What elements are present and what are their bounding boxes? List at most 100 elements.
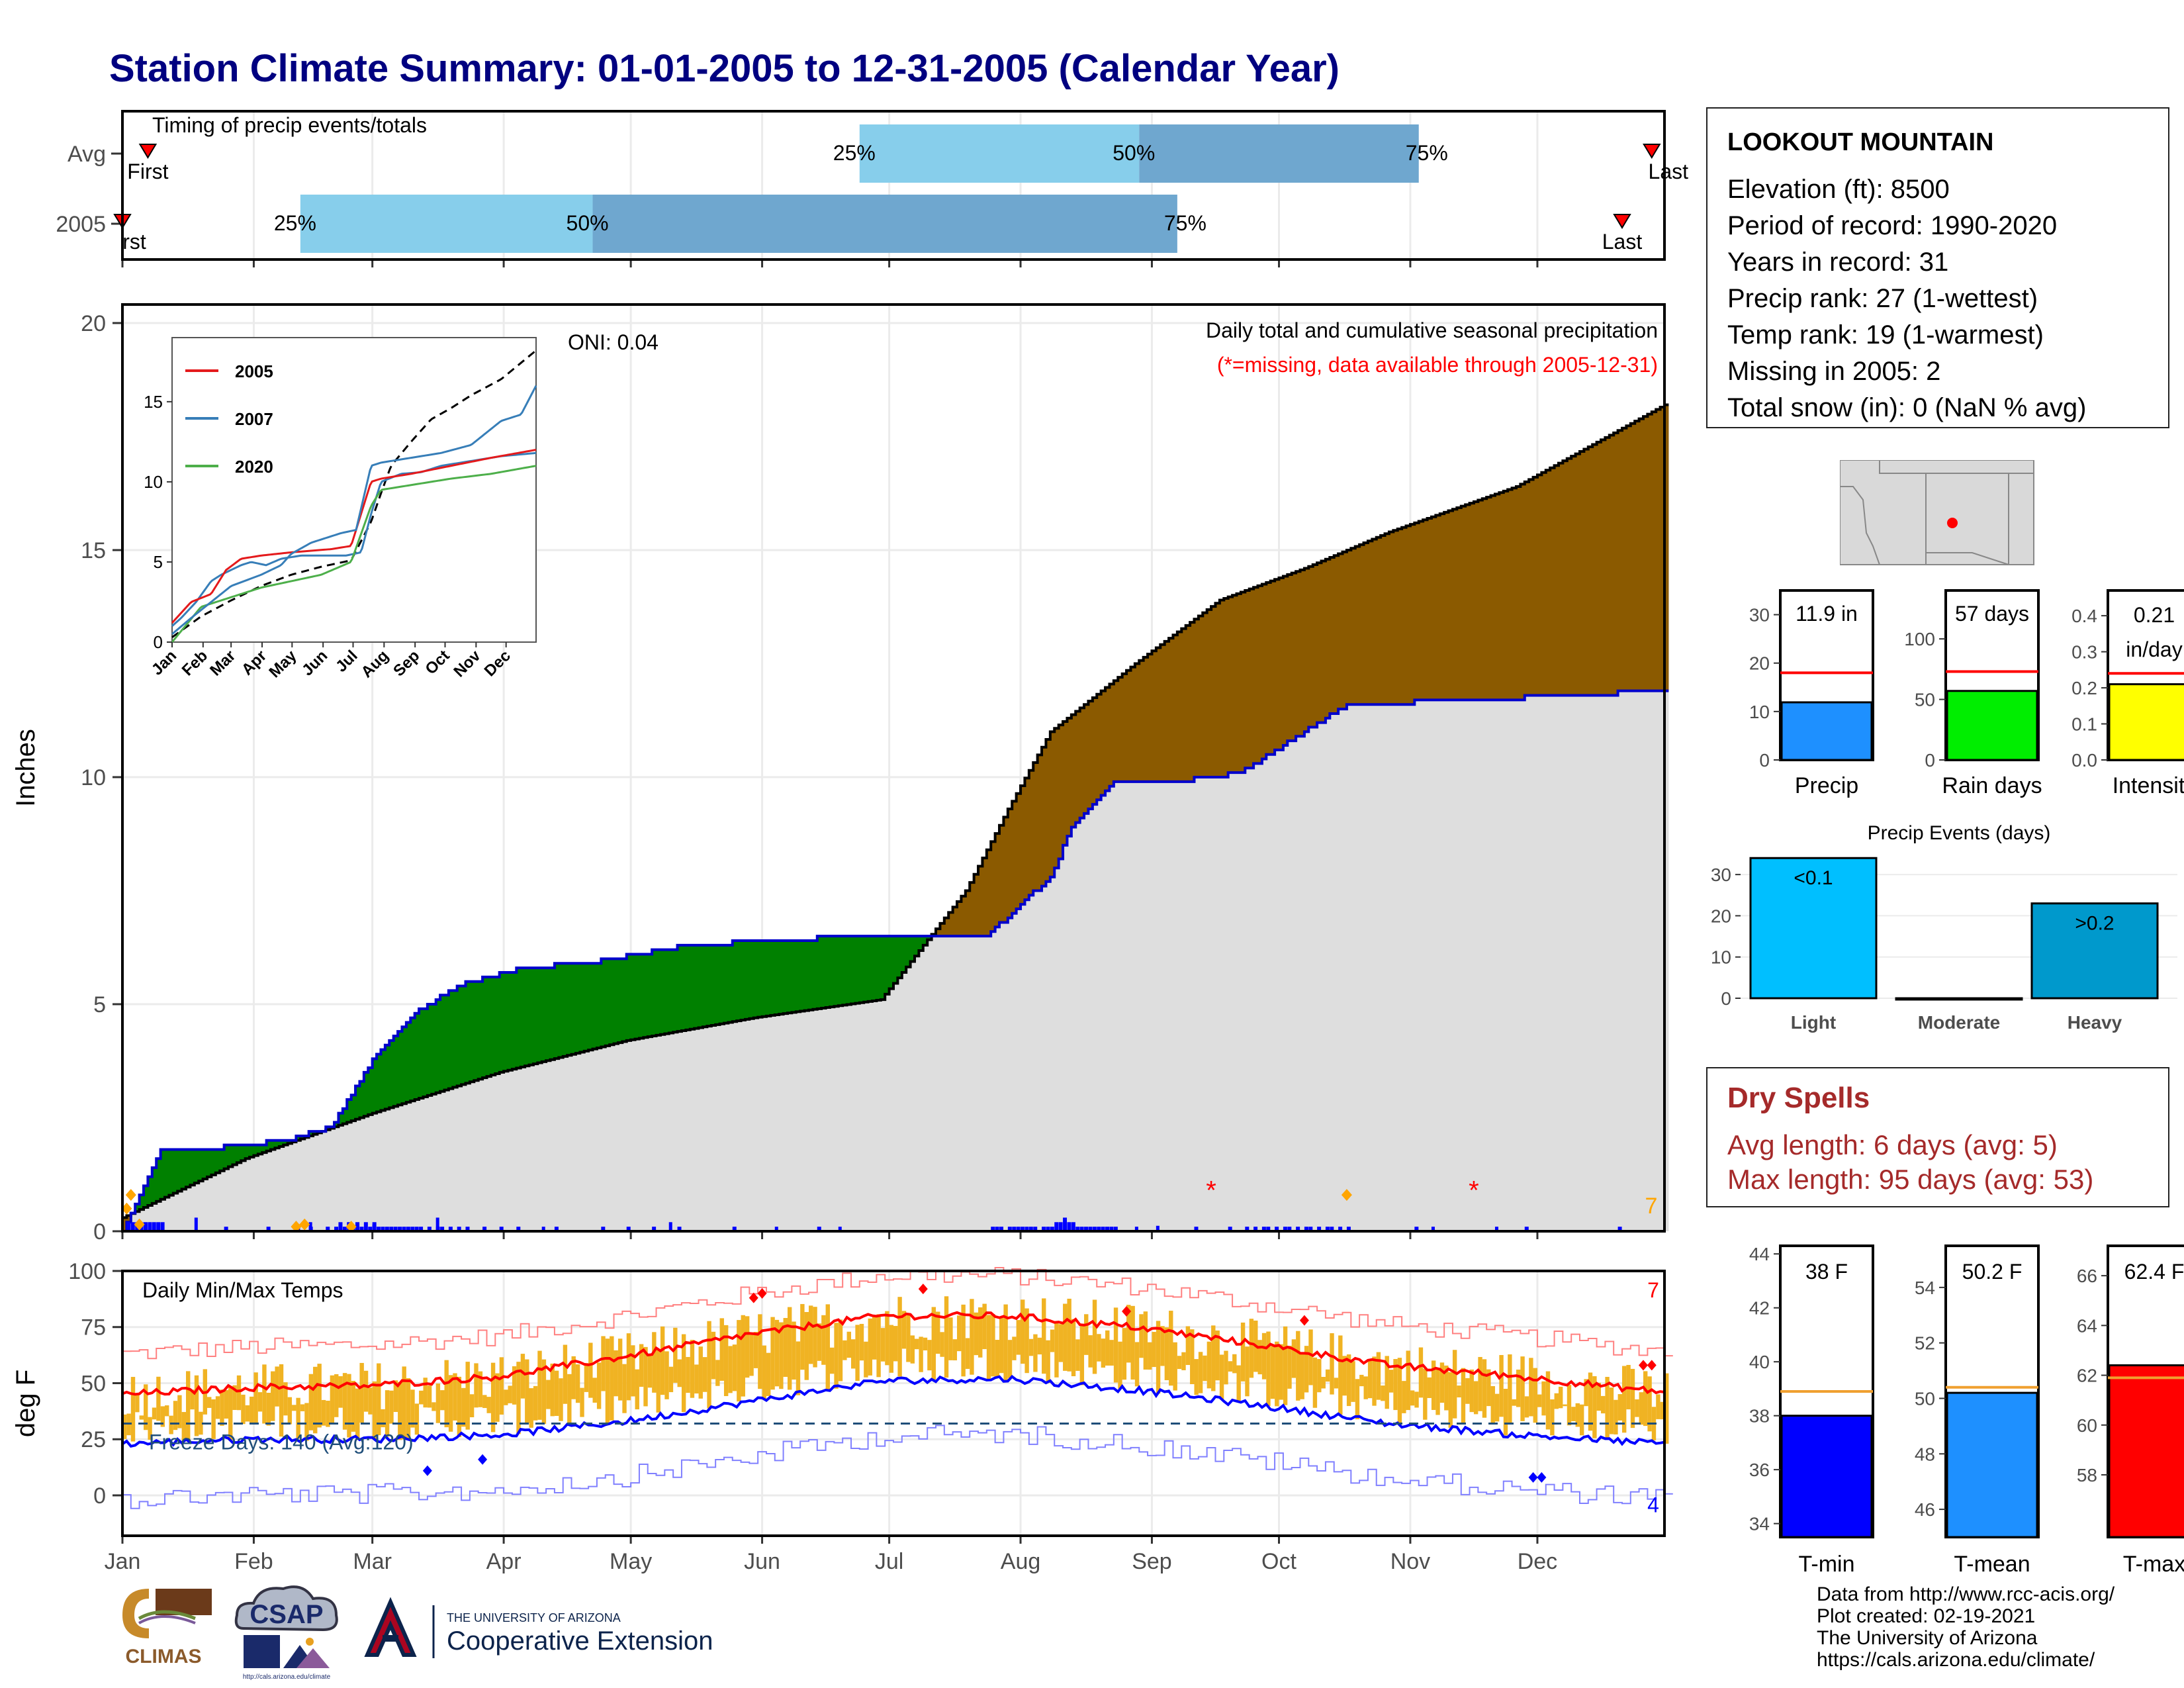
daily-temp-bar [982, 1303, 987, 1350]
last-label: Last [1649, 160, 1689, 183]
daily-temp-bar [1660, 1401, 1664, 1420]
avg-max-line [122, 1311, 1665, 1396]
daily-temp-bar [1275, 1341, 1279, 1407]
daily-temp-bar [1457, 1385, 1461, 1397]
daily-temp-bar [423, 1378, 428, 1408]
summary-y-tick: 30 [1749, 605, 1770, 626]
daily-precip-bar [1494, 1227, 1498, 1231]
daily-precip-bar [144, 1222, 148, 1231]
timing-bar-50-75 [592, 195, 1177, 253]
daily-temp-bar [901, 1311, 907, 1349]
daily-temp-bar [194, 1375, 199, 1436]
daily-temp-bar [308, 1374, 314, 1430]
temp-bar-y-tick: 44 [1749, 1244, 1770, 1264]
daily-temp-bar [876, 1314, 881, 1378]
daily-temp-bar [643, 1346, 648, 1407]
daily-precip-bar [457, 1227, 461, 1231]
daily-temp-bar [457, 1376, 462, 1438]
daily-temp-bar [715, 1360, 720, 1386]
daily-precip-bar [148, 1222, 152, 1231]
daily-precip-bar [1084, 1227, 1089, 1231]
daily-precip-bar [774, 1227, 778, 1231]
daily-temp-bar [440, 1390, 445, 1411]
daily-precip-bar [652, 1227, 657, 1231]
daily-precip-bar [817, 1227, 821, 1231]
daily-temp-bar [1461, 1368, 1466, 1425]
last-marker [1643, 144, 1661, 159]
daily-precip-bar [1414, 1227, 1419, 1231]
csap-logo-url: http://cals.arizona.edu/climate [243, 1673, 331, 1681]
temp-bar-y-tick: 48 [1915, 1444, 1935, 1464]
daily-precip-bar [368, 1227, 373, 1231]
daily-precip-bar [1134, 1227, 1138, 1231]
daily-temp-bar [1097, 1334, 1101, 1362]
daily-precip-bar [342, 1227, 347, 1231]
daily-temp-bar [1508, 1354, 1512, 1425]
inset-legend-label: 2007 [235, 409, 273, 429]
daily-precip-bar [1275, 1227, 1279, 1231]
temp-bar-y-tick: 54 [1915, 1278, 1935, 1298]
daily-temp-bar [465, 1362, 470, 1430]
daily-temp-bar [864, 1341, 868, 1378]
daily-temp-bar [236, 1375, 242, 1411]
inset-frame [171, 337, 537, 643]
dry-spells-avg: Avg length: 6 days (avg: 5) [1727, 1129, 2058, 1160]
daily-temp-bar [1190, 1329, 1195, 1384]
daily-precip-bar [427, 1227, 432, 1231]
missing-count: 7 [1645, 1194, 1658, 1219]
daily-temp-bar [122, 1414, 127, 1439]
daily-temp-bar [1533, 1368, 1537, 1423]
daily-temp-bar [961, 1304, 966, 1377]
oni-value: ONI: 0.04 [568, 330, 659, 354]
daily-temp-bar [829, 1347, 835, 1374]
temp-bar-y-tick: 60 [2077, 1415, 2097, 1436]
temp-panel: Daily Min/Max Temps Freeze Days: 140 (Avg… [11, 1259, 1673, 1574]
daily-temp-bar [537, 1350, 542, 1420]
daily-precip-bar [1092, 1227, 1097, 1231]
daily-temp-bar [647, 1356, 653, 1388]
daily-temp-bar [617, 1338, 623, 1401]
daily-temp-bar [957, 1315, 962, 1352]
daily-temp-bar [1609, 1387, 1614, 1434]
daily-temp-bar [800, 1303, 805, 1370]
daily-temp-bar [1605, 1377, 1610, 1440]
daily-temp-bar [834, 1323, 839, 1389]
events-title: Precip Events (days) [1868, 822, 2051, 844]
daily-temp-bar [461, 1387, 466, 1427]
daily-temp-bar [139, 1415, 144, 1420]
daily-temp-bar [245, 1405, 250, 1422]
daily-temp-bar [453, 1373, 457, 1421]
daily-precip-bar [355, 1222, 360, 1231]
daily-temp-bar [144, 1384, 148, 1430]
daily-precip-bar [1283, 1227, 1287, 1231]
event-bar-label: >0.2 [2075, 913, 2114, 935]
record-low-line [122, 1425, 1673, 1509]
temp-panel-label: Daily Min/Max Temps [142, 1278, 343, 1302]
daily-temp-bar [1152, 1332, 1156, 1368]
daily-temp-bar [1215, 1330, 1220, 1381]
y-tick-label: 50 [81, 1371, 106, 1396]
daily-temp-bar [936, 1311, 940, 1354]
daily-precip-bar [1325, 1227, 1330, 1231]
summary-y-tick: 50 [1915, 690, 1935, 710]
daily-temp-bar [919, 1336, 923, 1372]
timing-label-75: 75% [1164, 211, 1206, 235]
daily-temp-bar [1224, 1350, 1228, 1385]
daily-temp-bar [1033, 1334, 1038, 1372]
daily-temp-bar [940, 1332, 944, 1357]
daily-temp-bar [1600, 1395, 1606, 1414]
daily-temp-bar [686, 1356, 690, 1393]
credit-line: Plot created: 02-19-2021 [1817, 1605, 2036, 1627]
event-bar [2030, 902, 2159, 1000]
daily-temp-bar [1469, 1369, 1474, 1413]
daily-temp-bar [1529, 1358, 1533, 1417]
daily-temp-bar [508, 1385, 512, 1403]
record-low-count: 4 [1647, 1493, 1659, 1517]
daily-precip-bar [308, 1222, 312, 1231]
daily-precip-bar [1075, 1227, 1080, 1231]
first-label: First [127, 160, 168, 183]
daily-precip-bar [389, 1227, 394, 1231]
temp-bar-label: T-min [1799, 1552, 1855, 1577]
avg-min-line [121, 1374, 1665, 1448]
inset-y-tick: 0 [154, 632, 163, 652]
